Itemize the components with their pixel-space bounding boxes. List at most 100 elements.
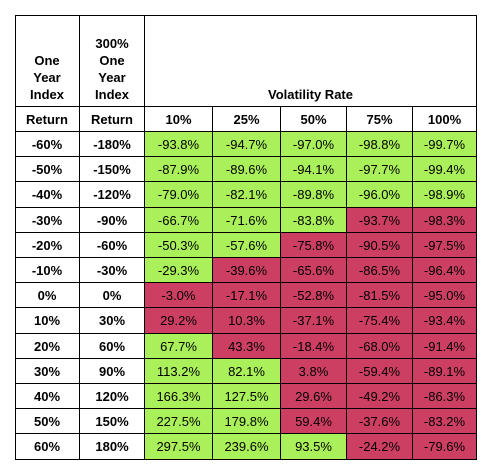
result-value: -83.8% [292, 212, 335, 228]
result-value: -94.7% [225, 136, 268, 152]
result-cell: -93.4% [413, 308, 477, 334]
volatility-level-header: 75% [347, 107, 413, 132]
result-value: 82.1% [228, 363, 265, 379]
result-cell: -3.0% [145, 283, 213, 308]
result-cell: -39.6% [213, 258, 281, 283]
leveraged-return-cell: 90% [80, 359, 145, 384]
index-return-value: 20% [33, 338, 61, 354]
result-cell: -91.4% [413, 334, 477, 359]
result-cell: 166.3% [145, 384, 213, 409]
result-cell: -93.8% [145, 132, 213, 157]
result-cell: -37.1% [281, 308, 347, 334]
result-cell: 29.2% [145, 308, 213, 334]
header-volatility-rate: Volatility Rate [145, 15, 477, 107]
result-value: -18.4% [292, 338, 335, 354]
result-cell: -83.8% [281, 208, 347, 233]
result-cell: 3.8% [281, 359, 347, 384]
result-value: -59.4% [358, 363, 401, 379]
result-value: 227.5% [156, 413, 201, 429]
result-value: -91.4% [423, 338, 466, 354]
index-return-cell: 40% [15, 384, 80, 409]
result-value: -79.6% [423, 439, 466, 454]
index-return-value: 30% [33, 363, 61, 379]
result-cell: -37.6% [347, 409, 413, 434]
result-value: -82.1% [225, 187, 268, 202]
index-return-cell: -20% [15, 233, 80, 258]
result-cell: 10.3% [213, 308, 281, 334]
result-value: 67.7% [160, 338, 197, 354]
result-cell: -96.0% [347, 182, 413, 208]
result-cell: -59.4% [347, 359, 413, 384]
subheader-return: Return [15, 107, 80, 132]
index-return-value: 40% [33, 388, 61, 404]
leveraged-return-value: -120% [93, 187, 131, 202]
result-value: 59.4% [295, 413, 332, 429]
result-value: -50.3% [157, 237, 200, 253]
result-value: -87.9% [157, 161, 200, 177]
index-return-value: 60% [33, 439, 61, 454]
leveraged-return-cell: 30% [80, 308, 145, 334]
header-line: Index [30, 87, 64, 102]
result-value: -89.8% [292, 187, 335, 202]
index-return-cell: -60% [15, 132, 80, 157]
leveraged-return-value: -90% [96, 212, 128, 228]
result-cell: -90.5% [347, 233, 413, 258]
index-return-cell: 60% [15, 434, 80, 460]
volatility-level-label: 75% [366, 111, 393, 127]
result-value: -86.3% [423, 388, 466, 404]
result-value: -96.0% [358, 187, 401, 202]
result-value: -97.5% [423, 237, 466, 253]
index-return-cell: 20% [15, 334, 80, 359]
result-cell: 113.2% [145, 359, 213, 384]
leveraged-return-cell: -60% [80, 233, 145, 258]
leveraged-return-value: -30% [96, 262, 128, 278]
result-value: -79.0% [157, 187, 200, 202]
result-cell: -94.7% [213, 132, 281, 157]
result-cell: 127.5% [213, 384, 281, 409]
result-value: -93.4% [423, 313, 466, 328]
leveraged-return-cell: -180% [80, 132, 145, 157]
result-value: -99.7% [423, 136, 466, 152]
header-line: Volatility Rate [267, 87, 353, 102]
result-value: 93.5% [295, 439, 332, 454]
index-return-cell: -50% [15, 157, 80, 182]
result-cell: 239.6% [213, 434, 281, 460]
result-cell: -96.4% [413, 258, 477, 283]
result-value: -29.3% [157, 262, 200, 278]
volatility-level-header: 25% [213, 107, 281, 132]
volatility-level-label: 100% [427, 111, 462, 127]
result-value: 10.3% [228, 313, 265, 328]
index-return-cell: -40% [15, 182, 80, 208]
header-one-year-index: One Year Index [15, 15, 80, 107]
leveraged-return-cell: -120% [80, 182, 145, 208]
result-cell: -94.1% [281, 157, 347, 182]
result-value: -17.1% [225, 287, 268, 303]
result-value: -97.7% [358, 161, 401, 177]
leveraged-return-value: 180% [95, 439, 129, 454]
result-value: -98.3% [423, 212, 466, 228]
result-cell: -81.5% [347, 283, 413, 308]
result-value: -65.6% [292, 262, 335, 278]
result-value: -93.8% [157, 136, 200, 152]
result-cell: 179.8% [213, 409, 281, 434]
result-value: 127.5% [224, 388, 269, 404]
index-return-value: -60% [31, 136, 63, 152]
index-return-cell: 0% [15, 283, 80, 308]
result-value: 29.6% [295, 388, 332, 404]
result-value: 3.8% [298, 363, 329, 379]
result-cell: -66.7% [145, 208, 213, 233]
result-value: -86.5% [358, 262, 401, 278]
header-line: Year [33, 70, 61, 85]
result-cell: 297.5% [145, 434, 213, 460]
result-cell: -83.2% [413, 409, 477, 434]
result-value: -98.9% [423, 187, 466, 202]
result-value: 166.3% [156, 388, 201, 404]
result-value: -89.1% [423, 363, 466, 379]
result-cell: -98.9% [413, 182, 477, 208]
result-cell: -93.7% [347, 208, 413, 233]
result-cell: -65.6% [281, 258, 347, 283]
result-value: -96.4% [423, 262, 466, 278]
result-value: -24.2% [358, 439, 401, 454]
result-cell: -79.6% [413, 434, 477, 460]
index-return-value: -50% [31, 161, 63, 177]
